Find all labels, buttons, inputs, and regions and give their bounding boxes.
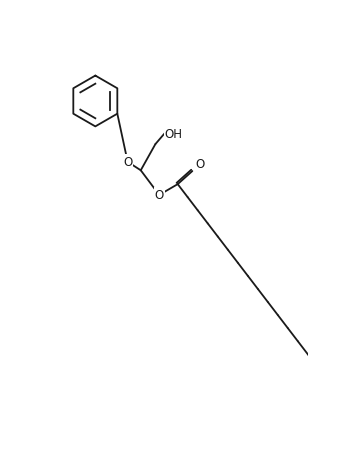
Text: O: O bbox=[196, 157, 205, 170]
Text: O: O bbox=[123, 156, 132, 169]
Text: OH: OH bbox=[165, 128, 182, 141]
Text: O: O bbox=[155, 189, 164, 202]
